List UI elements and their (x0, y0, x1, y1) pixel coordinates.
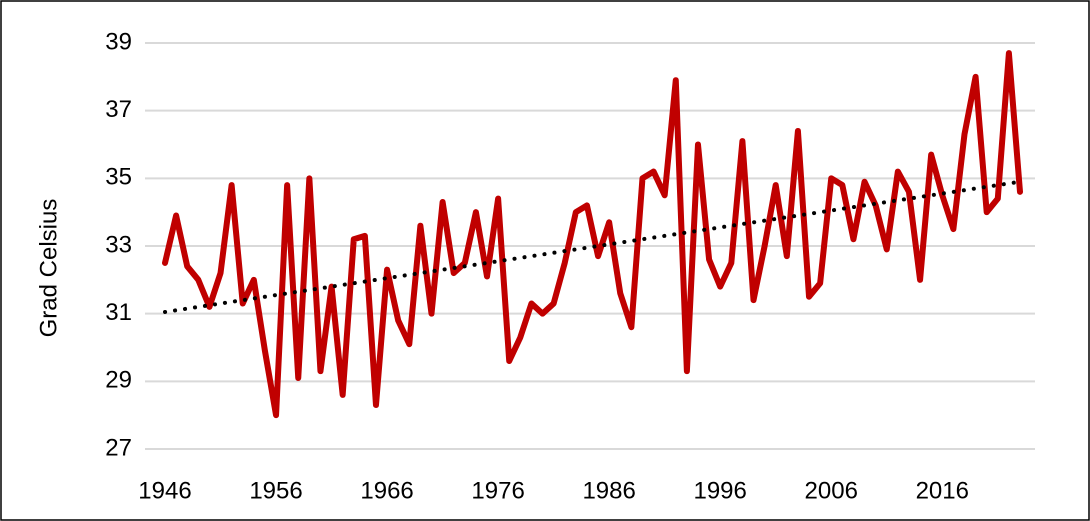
y-tick-label: 37 (105, 96, 132, 123)
x-tick-label: 1986 (582, 477, 635, 504)
x-tick-label: 1966 (360, 477, 413, 504)
y-axis-label: Grad Celsius (35, 199, 62, 338)
x-tick-label: 1996 (693, 477, 746, 504)
x-tick-label: 1946 (138, 477, 191, 504)
x-tick-label: 2006 (805, 477, 858, 504)
trend-line (163, 179, 1022, 314)
y-tick-label: 31 (105, 299, 132, 326)
x-tick-label: 2016 (916, 477, 969, 504)
x-tick-label: 1976 (471, 477, 524, 504)
y-tick-label: 35 (105, 164, 132, 191)
data-line (162, 50, 1023, 419)
x-tick-label: 1956 (249, 477, 302, 504)
y-tick-label: 29 (105, 367, 132, 394)
y-tick-label: 33 (105, 231, 132, 258)
y-tick-label: 27 (105, 434, 132, 461)
y-tick-label: 39 (105, 28, 132, 55)
